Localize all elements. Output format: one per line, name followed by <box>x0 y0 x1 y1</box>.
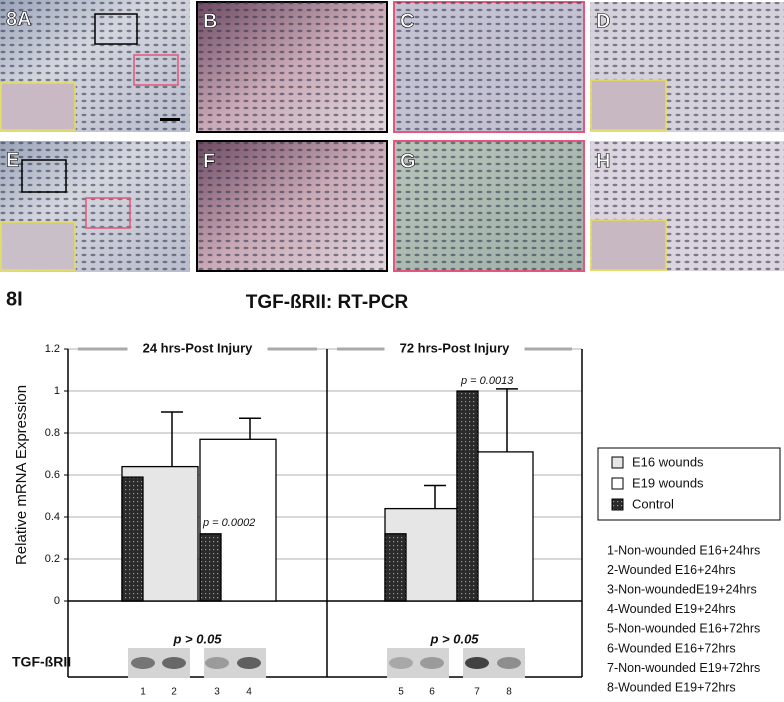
panel-label: G <box>400 150 416 172</box>
y-tick-label: 1.2 <box>45 343 60 355</box>
y-tick-label: 0.8 <box>45 427 60 439</box>
inset <box>0 221 76 271</box>
lane-number: 6 <box>429 687 435 698</box>
panel-label: D <box>596 10 610 32</box>
y-tick-label: 0.6 <box>45 469 60 481</box>
lane-number: 8 <box>506 687 512 698</box>
panel-label: B <box>203 10 217 32</box>
panel-note: p > 0.05 <box>429 631 479 646</box>
legend-swatch <box>611 498 624 511</box>
gel-band <box>389 657 413 669</box>
gel-band <box>237 657 261 669</box>
lane-key: 8-Wounded E19+72hrs <box>607 680 736 694</box>
panel-note: p > 0.05 <box>172 631 222 646</box>
error-bar <box>496 388 518 452</box>
panel-label: F <box>203 150 215 172</box>
lane-number: 2 <box>171 687 177 698</box>
panel-title-bg <box>127 340 268 358</box>
lane-key: 6-Wounded E16+72hrs <box>607 641 736 655</box>
bar <box>384 533 407 602</box>
lane-key: 2-Wounded E16+24hrs <box>607 563 736 577</box>
error-bar <box>424 484 446 509</box>
y-tick-label: 1 <box>54 385 60 397</box>
panel-title-bg <box>384 340 525 358</box>
lane-number: 4 <box>246 687 252 698</box>
legend-swatch <box>611 456 624 469</box>
bar <box>199 533 222 602</box>
lane-key: 3-Non-woundedE19+24hrs <box>607 582 757 596</box>
inset <box>0 82 76 131</box>
y-axis-label: Relative mRNA Expression <box>13 385 30 565</box>
panel-title: 72 hrs-Post Injury <box>400 340 511 355</box>
gel-band <box>131 657 155 669</box>
lane-key: 4-Wounded E19+24hrs <box>607 602 736 616</box>
y-tick-label: 0.2 <box>45 553 60 565</box>
gel-band <box>205 657 229 669</box>
micrograph-texture <box>197 141 387 271</box>
y-tick-label: 0.4 <box>45 511 60 523</box>
y-tick-label: 0 <box>54 595 60 607</box>
bar <box>121 476 144 602</box>
gel-band <box>162 657 186 669</box>
inset-box <box>21 159 67 193</box>
lane-number: 3 <box>214 687 220 698</box>
gel-band <box>497 657 521 669</box>
panel-label: E <box>6 149 19 171</box>
lane-key: 5-Non-wounded E16+72hrs <box>607 622 760 636</box>
panel-label: H <box>596 150 610 172</box>
lane-key: 1-Non-wounded E16+24hrs <box>607 543 760 557</box>
legend-box <box>597 447 781 521</box>
lane-number: 1 <box>140 687 146 698</box>
inset-box <box>94 13 138 45</box>
scale-bar <box>160 118 180 121</box>
legend-label: E19 wounds <box>632 475 704 490</box>
micrographs: 8A B C D E F G H <box>0 0 784 272</box>
bar <box>456 390 479 602</box>
error-bar <box>161 411 183 467</box>
micrograph-texture <box>394 141 584 271</box>
panel-title: 24 hrs-Post Injury <box>143 340 254 355</box>
inset-box <box>133 54 179 86</box>
annotation: p = 0.0013 <box>460 375 514 387</box>
inset-box <box>85 197 131 229</box>
legend-swatch <box>611 477 624 490</box>
lane-number: 5 <box>398 687 404 698</box>
section-label: 8I <box>6 288 23 310</box>
chart-title: TGF-ßRII: RT-PCR <box>246 292 409 313</box>
panel-label: C <box>400 10 414 32</box>
annotation: p = 0.0002 <box>202 517 255 529</box>
lane-number: 7 <box>474 687 480 698</box>
inset <box>590 219 667 271</box>
gel-band <box>420 657 444 669</box>
micrograph-texture <box>197 2 387 132</box>
gel-label: TGF-ßRII <box>12 654 71 670</box>
legend-label: E16 wounds <box>632 454 704 469</box>
lane-key: 7-Non-wounded E19+72hrs <box>607 661 760 675</box>
error-bar <box>239 417 261 440</box>
panel-label: 8A <box>6 8 32 30</box>
gel-band <box>465 657 489 669</box>
legend-label: Control <box>632 496 674 511</box>
inset <box>590 79 667 131</box>
micrograph-texture <box>394 2 584 132</box>
